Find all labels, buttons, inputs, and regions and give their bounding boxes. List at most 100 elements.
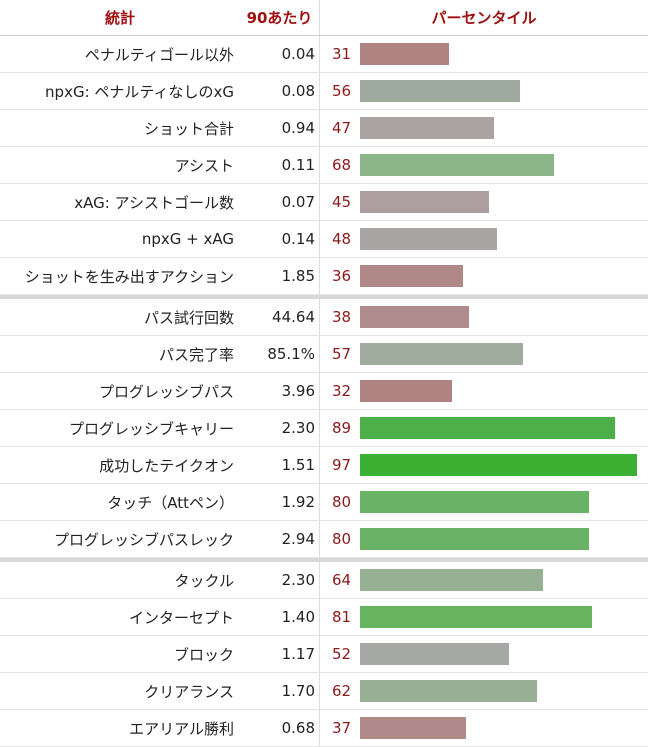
per90-value: 0.94	[240, 110, 320, 146]
stat-name: xAG: アシストゴール数	[74, 193, 234, 212]
percentile-value: 57	[332, 345, 352, 363]
percentile-bar	[360, 80, 521, 102]
stat-row: アシスト 0.11 68	[0, 147, 648, 184]
per90-value: 85.1%	[240, 336, 320, 372]
percentile-value: 52	[332, 645, 352, 663]
stat-name: npxG: ペナルティなしのxG	[45, 82, 234, 101]
percentile-cell: 80	[320, 521, 648, 557]
percentile-cell: 68	[320, 147, 648, 183]
percentile-bar	[360, 491, 589, 513]
percentile-cell: 97	[320, 447, 648, 483]
stat-name: プログレッシブパスレック	[53, 530, 234, 549]
stat-row: プログレッシブパスレック 2.94 80	[0, 521, 648, 558]
percentile-cell: 81	[320, 599, 648, 635]
per90-value: 2.94	[240, 521, 320, 557]
percentile-bar	[360, 417, 615, 439]
stat-name: ショットを生み出すアクション	[24, 267, 234, 286]
stat-name: エアリアル勝利	[129, 719, 234, 738]
percentile-bar	[360, 343, 524, 365]
percentile-value: 56	[332, 82, 352, 100]
percentile-bar	[360, 117, 495, 139]
stat-name: パス完了率	[158, 345, 234, 364]
percentile-bar	[360, 43, 449, 65]
stat-name: パス試行回数	[143, 308, 234, 327]
stat-row: タッチ（Attペン） 1.92 80	[0, 484, 648, 521]
section-separator	[0, 558, 648, 562]
header-percentile: パーセンタイル	[431, 9, 537, 27]
stat-name: タックル	[174, 571, 234, 590]
stat-name: インターセプト	[128, 608, 234, 627]
percentile-bar	[360, 680, 538, 702]
per90-value: 1.17	[240, 636, 320, 672]
percentile-cell: 52	[320, 636, 648, 672]
stat-row: エアリアル勝利 0.68 37	[0, 710, 648, 747]
percentile-cell: 80	[320, 484, 648, 520]
percentile-bar	[360, 528, 589, 550]
percentile-value: 47	[332, 119, 352, 137]
percentile-bar	[360, 454, 638, 476]
per90-value: 0.11	[240, 147, 320, 183]
stat-row: インターセプト 1.40 81	[0, 599, 648, 636]
percentile-value: 38	[332, 308, 352, 326]
percentile-bar	[360, 306, 469, 328]
percentile-bar	[360, 643, 509, 665]
percentile-cell: 36	[320, 258, 648, 294]
percentile-cell: 62	[320, 673, 648, 709]
stat-row: クリアランス 1.70 62	[0, 673, 648, 710]
percentile-value: 31	[332, 45, 352, 63]
stat-name: クリアランス	[144, 682, 234, 701]
stat-row: 成功したテイクオン 1.51 97	[0, 447, 648, 484]
per90-value: 1.40	[240, 599, 320, 635]
percentile-value: 68	[332, 156, 352, 174]
stat-row: タックル 2.30 64	[0, 562, 648, 599]
stat-name: ブロック	[173, 645, 234, 664]
percentile-value: 64	[332, 571, 352, 589]
stat-row: ブロック 1.17 52	[0, 636, 648, 673]
per90-value: 0.68	[240, 710, 320, 746]
percentile-value: 80	[332, 530, 352, 548]
per90-value: 0.04	[240, 36, 320, 72]
percentile-cell: 38	[320, 299, 648, 335]
percentile-value: 37	[332, 719, 352, 737]
stat-name: ペナルティゴール以外	[84, 45, 234, 64]
stat-name: プログレッシブキャリー	[68, 419, 234, 438]
percentile-bar	[360, 191, 489, 213]
stat-row: xAG: アシストゴール数 0.07 45	[0, 184, 648, 221]
header-stat: 統計	[104, 9, 135, 27]
percentile-bar	[360, 228, 498, 250]
percentile-cell: 31	[320, 36, 648, 72]
percentile-value: 32	[332, 382, 352, 400]
percentile-cell: 47	[320, 110, 648, 146]
per90-value: 1.92	[240, 484, 320, 520]
percentile-value: 48	[332, 230, 352, 248]
percentile-cell: 48	[320, 221, 648, 257]
per90-value: 1.51	[240, 447, 320, 483]
percentile-cell: 32	[320, 373, 648, 409]
percentile-bar	[360, 606, 592, 628]
stat-name: アシスト	[174, 156, 234, 175]
stat-row: ショット合計 0.94 47	[0, 110, 648, 147]
percentile-cell: 64	[320, 562, 648, 598]
per90-value: 2.30	[240, 410, 320, 446]
percentile-bar	[360, 717, 466, 739]
percentile-value: 97	[332, 456, 352, 474]
percentile-cell: 57	[320, 336, 648, 372]
percentile-cell: 37	[320, 710, 648, 746]
per90-value: 44.64	[240, 299, 320, 335]
percentile-cell: 89	[320, 410, 648, 446]
percentile-bar	[360, 380, 452, 402]
stat-row: npxG + xAG 0.14 48	[0, 221, 648, 258]
percentile-value: 89	[332, 419, 352, 437]
per90-value: 2.30	[240, 562, 320, 598]
percentile-value: 80	[332, 493, 352, 511]
per90-value: 3.96	[240, 373, 320, 409]
percentile-cell: 45	[320, 184, 648, 220]
stat-name: 成功したテイクオン	[99, 456, 234, 475]
stat-row: プログレッシブキャリー 2.30 89	[0, 410, 648, 447]
stat-row: ショットを生み出すアクション 1.85 36	[0, 258, 648, 295]
percentile-value: 45	[332, 193, 352, 211]
percentile-cell: 56	[320, 73, 648, 109]
per90-value: 0.08	[240, 73, 320, 109]
stat-row: プログレッシブパス 3.96 32	[0, 373, 648, 410]
